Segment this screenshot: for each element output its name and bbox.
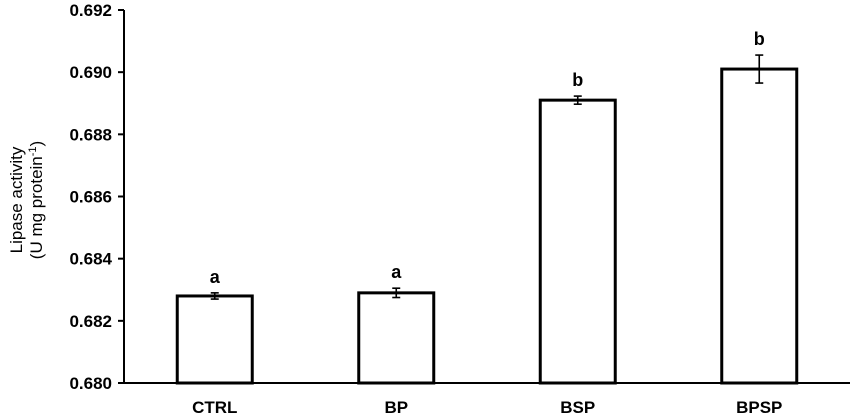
significance-label: b <box>754 29 765 49</box>
significance-label: b <box>572 70 583 90</box>
y-axis-title-close: ) <box>27 141 46 147</box>
bar-bpsp <box>720 67 799 385</box>
significance-label: a <box>391 262 402 282</box>
svg-text:(U mg protein-1): (U mg protein-1) <box>27 141 46 259</box>
y-tick-label: 0.692 <box>69 1 112 20</box>
error-bar-bpsp <box>755 54 764 84</box>
y-axis-title-superscript: -1 <box>27 146 39 156</box>
y-tick-label: 0.688 <box>69 125 112 144</box>
y-tick-label: 0.686 <box>69 188 112 207</box>
x-category-label: CTRL <box>192 398 237 417</box>
error-bar-bp <box>392 287 401 299</box>
svg-text:Lipase activity: Lipase activity <box>7 146 26 253</box>
significance-label: a <box>210 267 221 287</box>
bar-ctrl <box>175 294 254 385</box>
x-category-label: BPSP <box>736 398 782 417</box>
error-bar-ctrl <box>210 292 219 300</box>
y-tick-label: 0.690 <box>69 63 112 82</box>
y-tick-label: 0.682 <box>69 312 112 331</box>
bar-bp <box>357 291 436 385</box>
y-axis-title-line1: Lipase activity <box>7 146 26 253</box>
x-category-label: BSP <box>560 398 595 417</box>
error-bar-bsp <box>573 95 582 105</box>
y-tick-label: 0.680 <box>69 374 112 393</box>
bar-bsp <box>538 98 617 385</box>
y-axis-title: Lipase activity (U mg protein-1) <box>7 141 46 259</box>
y-axis-title-line2: (U mg protein <box>27 156 46 259</box>
y-tick-label: 0.684 <box>69 250 112 269</box>
x-category-label: BP <box>384 398 408 417</box>
